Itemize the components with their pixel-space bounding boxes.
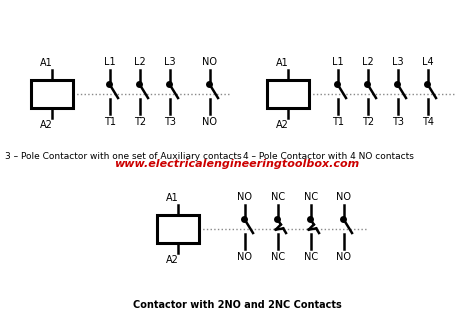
Text: L1: L1 [332, 57, 344, 67]
Text: A1: A1 [276, 58, 289, 68]
Text: L2: L2 [134, 57, 146, 67]
Text: T1: T1 [332, 117, 344, 127]
Text: NO: NO [237, 192, 253, 202]
Text: NC: NC [271, 192, 285, 202]
Text: A1: A1 [40, 58, 53, 68]
Text: L4: L4 [422, 57, 434, 67]
Text: A2: A2 [166, 255, 179, 265]
Text: T2: T2 [362, 117, 374, 127]
Text: A1: A1 [166, 193, 179, 203]
Text: L1: L1 [104, 57, 116, 67]
Text: Contactor with 2NO and 2NC Contacts: Contactor with 2NO and 2NC Contacts [133, 300, 341, 310]
Text: NO: NO [202, 117, 218, 127]
Bar [31, 80, 73, 108]
Text: L2: L2 [362, 57, 374, 67]
Bar [157, 215, 199, 243]
Text: A2: A2 [40, 120, 53, 130]
Text: www.electricalengineeringtoolbox.com: www.electricalengineeringtoolbox.com [114, 159, 360, 169]
Text: NO: NO [337, 252, 352, 262]
Text: 4 – Pole Contactor with 4 NO contacts: 4 – Pole Contactor with 4 NO contacts [243, 152, 414, 161]
Text: NO: NO [237, 252, 253, 262]
Text: NC: NC [304, 252, 318, 262]
Text: L3: L3 [392, 57, 404, 67]
Text: T1: T1 [104, 117, 116, 127]
Bar [267, 80, 309, 108]
Text: T2: T2 [134, 117, 146, 127]
Text: A2: A2 [276, 120, 289, 130]
Text: NO: NO [202, 57, 218, 67]
Text: T3: T3 [392, 117, 404, 127]
Text: T4: T4 [422, 117, 434, 127]
Text: 3 – Pole Contactor with one set of Auxiliary contacts: 3 – Pole Contactor with one set of Auxil… [5, 152, 242, 161]
Text: T3: T3 [164, 117, 176, 127]
Text: L3: L3 [164, 57, 176, 67]
Text: NC: NC [271, 252, 285, 262]
Text: NO: NO [337, 192, 352, 202]
Text: NC: NC [304, 192, 318, 202]
